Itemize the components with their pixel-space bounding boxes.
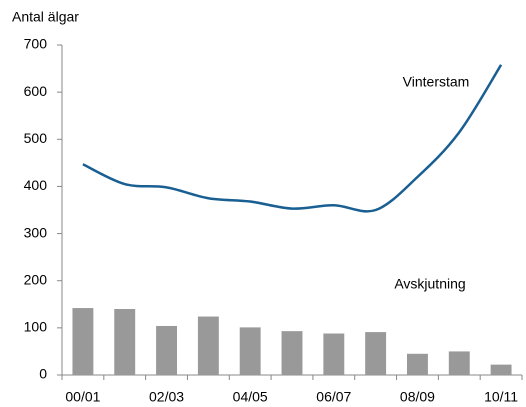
y-axis-title: Antal älgar — [12, 9, 79, 25]
bar — [281, 331, 303, 375]
y-tick-label: 500 — [24, 130, 48, 146]
bar — [114, 309, 136, 375]
bar — [323, 333, 345, 375]
y-tick-label: 600 — [24, 83, 48, 99]
bar — [72, 308, 94, 375]
y-tick-label: 100 — [24, 319, 48, 335]
series-label: Avskjutning — [394, 275, 465, 291]
bar — [197, 316, 219, 375]
bar — [448, 351, 470, 375]
x-tick-label: 02/03 — [149, 389, 184, 405]
bar — [407, 353, 428, 375]
bar — [365, 332, 387, 375]
bar — [490, 364, 512, 375]
y-tick-label: 200 — [24, 271, 48, 287]
bar — [239, 327, 261, 375]
y-tick-label: 700 — [24, 36, 48, 52]
y-tick-label: 300 — [24, 224, 48, 240]
x-tick-label: 08/09 — [400, 389, 435, 405]
bar — [156, 325, 177, 375]
line — [82, 64, 503, 213]
x-tick-label: 04/05 — [233, 389, 268, 405]
x-tick-label: 10/11 — [484, 389, 518, 405]
y-tick-label: 400 — [24, 177, 48, 193]
x-tick-label: 00/01 — [65, 389, 100, 405]
series-label: Vinterstam — [403, 74, 470, 90]
y-tick-label: 0 — [39, 366, 47, 382]
x-tick-label: 06/07 — [316, 389, 351, 405]
